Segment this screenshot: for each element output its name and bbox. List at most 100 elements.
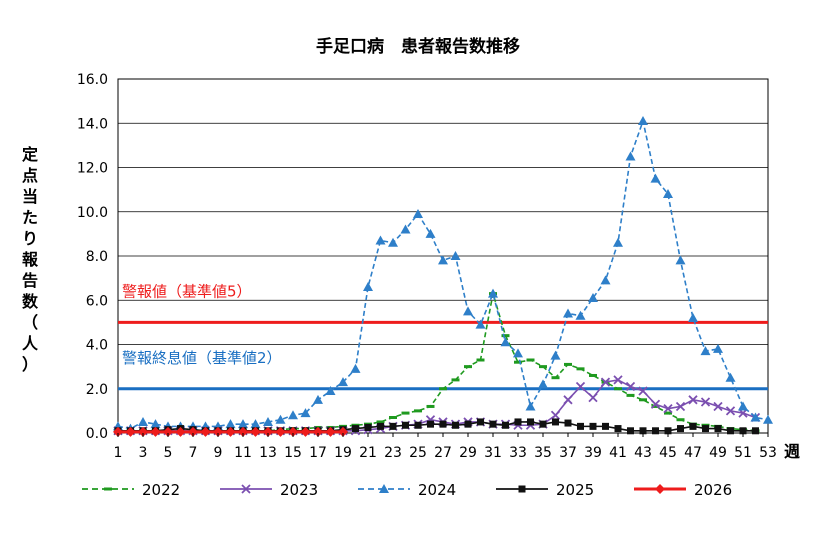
- data-point: [238, 426, 248, 437]
- x-tick-label: 7: [189, 445, 198, 461]
- marker-stroke: [575, 381, 586, 392]
- data-point: [427, 420, 434, 428]
- x-axis-label: 週: [784, 442, 800, 461]
- y-axis-label-char: 人: [22, 334, 39, 353]
- data-point: [300, 408, 311, 418]
- data-point: [589, 422, 597, 430]
- marker-stroke: [588, 392, 598, 403]
- data-point: [638, 386, 648, 396]
- reference-lines: 警報値（基準値5） 警報終息値（基準値2）: [118, 282, 768, 391]
- data-point: [400, 224, 411, 234]
- data-point: [288, 410, 298, 420]
- y-axis-label-char: り: [22, 229, 38, 248]
- data-point: [313, 394, 323, 404]
- marker-stroke: [688, 395, 698, 405]
- data-point: [525, 401, 536, 411]
- data-point: [600, 275, 611, 285]
- y-axis-label-char: 点: [22, 166, 38, 185]
- x-tick-label: 1: [114, 445, 123, 461]
- data-point: [750, 412, 761, 422]
- data-point: [438, 255, 448, 265]
- y-axis-label-char: （: [22, 313, 38, 332]
- data-point: [138, 416, 148, 426]
- data-point: [650, 399, 661, 409]
- data-point: [488, 288, 498, 298]
- data-point: [414, 421, 422, 429]
- data-point: [713, 401, 723, 412]
- legend-label: 2026: [694, 481, 732, 499]
- data-point: [489, 420, 497, 428]
- data-point: [688, 395, 698, 405]
- data-point: [625, 381, 636, 392]
- data-point: [763, 414, 773, 424]
- marker-stroke: [663, 404, 673, 414]
- data-point: [563, 308, 573, 318]
- data-point: [325, 385, 336, 395]
- y-tick-label: 6.0: [86, 293, 108, 309]
- marker-stroke: [241, 484, 251, 494]
- data-point: [225, 419, 236, 429]
- y-tick-label: 4.0: [86, 338, 108, 354]
- data-point: [275, 426, 286, 437]
- data-point: [113, 426, 123, 437]
- data-point: [538, 379, 548, 389]
- legend-marker: [518, 485, 526, 493]
- data-point: [375, 235, 386, 245]
- data-point: [664, 427, 672, 435]
- y-tick-label: 14.0: [77, 116, 108, 132]
- data-point: [425, 228, 436, 238]
- data-point: [352, 425, 359, 433]
- marker-stroke: [713, 401, 723, 412]
- axis-layer: 0.02.04.06.08.010.012.014.016.01 3 5 7 9 11 13…: [21, 72, 800, 461]
- data-point: [613, 375, 623, 385]
- data-point: [163, 426, 173, 437]
- legend-marker: [241, 484, 251, 494]
- series-2026: [113, 426, 348, 437]
- data-point: [338, 426, 348, 437]
- chart-title: 手足口病 患者報告数推移: [316, 36, 520, 57]
- legend-label: 2022: [142, 481, 180, 499]
- x-tick-label: 47: [684, 445, 702, 461]
- data-point: [477, 418, 484, 426]
- marker-stroke: [613, 375, 623, 385]
- data-point: [402, 421, 409, 429]
- x-tick-label: 45: [659, 445, 677, 461]
- data-point: [263, 416, 273, 426]
- data-point: [738, 401, 748, 411]
- data-point: [364, 423, 372, 431]
- x-tick-label: 33: [509, 445, 527, 461]
- data-point: [639, 427, 647, 435]
- reference-line-label: 警報値（基準値5）: [122, 282, 252, 300]
- data-point: [614, 425, 622, 433]
- marker-stroke: [725, 406, 736, 416]
- data-point: [325, 426, 336, 437]
- x-tick-label: 9: [214, 445, 223, 461]
- data-point: [125, 426, 136, 437]
- x-tick-label: 5: [164, 445, 173, 461]
- x-tick-label: 35: [534, 445, 552, 461]
- x-tick-label: 23: [384, 445, 402, 461]
- series-2024: [113, 116, 773, 433]
- data-point: [714, 425, 722, 433]
- marker-stroke: [625, 381, 636, 392]
- y-axis-label-char: 当: [22, 187, 38, 206]
- data-point: [450, 251, 461, 260]
- x-tick-label: 25: [409, 445, 427, 461]
- x-tick-label: 3: [139, 445, 148, 461]
- y-tick-label: 16.0: [77, 72, 108, 88]
- data-point: [689, 422, 697, 430]
- data-point: [514, 418, 522, 426]
- data-point: [725, 372, 736, 382]
- legend-label: 2025: [556, 481, 594, 499]
- data-point: [752, 427, 759, 435]
- data-point: [275, 414, 286, 424]
- data-point: [700, 346, 711, 356]
- x-tick-label: 31: [484, 445, 502, 461]
- x-tick-label: 53: [759, 445, 777, 461]
- data-point: [513, 348, 523, 358]
- data-point: [650, 173, 661, 183]
- data-point: [502, 421, 509, 429]
- data-point: [602, 422, 609, 430]
- legend-label: 2024: [418, 481, 456, 499]
- data-point: [675, 401, 686, 412]
